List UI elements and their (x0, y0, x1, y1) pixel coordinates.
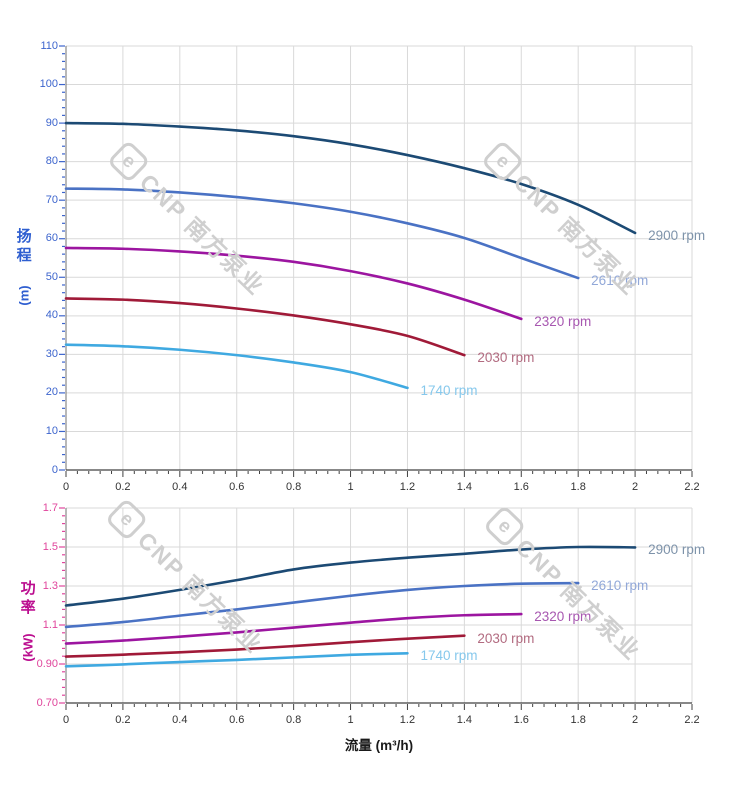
head-chart-label-2610-rpm: 2610 rpm (591, 273, 649, 289)
power-chart-x-tick-label: 0 (62, 714, 70, 726)
power-axis-title: 功率 (kW) (14, 580, 42, 661)
power-chart-curve-2900-rpm (64, 545, 637, 607)
head-chart-y-tick-label: 0 (51, 463, 58, 476)
power-chart-x-tick-label: 1.2 (399, 714, 416, 726)
head-chart-x-tick-label: 0.4 (172, 481, 188, 493)
head-chart-x-ticks (65, 471, 693, 477)
power-chart-x-tick-label: 1.6 (513, 714, 529, 726)
head-chart-y-tick-label: 60 (45, 232, 58, 245)
head-chart-curve-2320-rpm (64, 246, 523, 321)
power-chart-grid (66, 507, 693, 703)
head-chart-x-tick-label: 1.8 (570, 481, 586, 493)
power-chart-x-tick-label: 1.8 (570, 714, 586, 726)
power-chart (59, 507, 693, 710)
head-chart-x-tick-label: 1.2 (399, 481, 416, 493)
power-chart-curve-2610-rpm (64, 581, 580, 629)
head-chart-x-tick-label: 0.8 (285, 481, 302, 493)
head-chart-curve-2030-rpm (64, 297, 466, 357)
head-chart-x-tick-label: 2.2 (684, 481, 700, 493)
head-chart-y-tick-label: 10 (45, 424, 58, 437)
power-chart-y-tick-label: 1.7 (42, 501, 58, 514)
power-chart-label-2610-rpm: 2610 rpm (591, 578, 649, 594)
power-chart-curve-2030-rpm (64, 634, 466, 658)
head-chart-label-2900-rpm: 2900 rpm (648, 227, 706, 243)
power-chart-label-2900-rpm: 2900 rpm (648, 542, 706, 558)
power-chart-x-tick-label: 2 (632, 714, 639, 726)
head-chart-x-tick-label: 1 (347, 481, 354, 493)
flow-axis-title: 流量 (m³/h) (344, 738, 414, 753)
head-chart-y-tick-label: 30 (45, 347, 58, 360)
power-chart-curve-1740-rpm (64, 651, 409, 668)
head-chart-label-2030-rpm: 2030 rpm (477, 350, 535, 366)
head-chart-x-tick-label: 1.6 (513, 481, 529, 493)
power-chart-y-tick-label: 0.90 (36, 657, 58, 670)
head-axis-title-text: 扬程 (16, 228, 32, 264)
head-chart-grid (66, 45, 693, 470)
head-chart-label-2320-rpm: 2320 rpm (534, 313, 592, 329)
power-chart-y-tick-label: 1.1 (42, 618, 58, 631)
power-chart-curve-2320-rpm (64, 612, 523, 645)
head-chart-y-tick-label: 70 (45, 193, 58, 206)
power-chart-x-tick-label: 0.8 (285, 714, 302, 726)
head-chart-y-tick-label: 100 (39, 78, 58, 91)
head-chart-x-tick-label: 1.4 (456, 481, 472, 493)
head-chart-x-tick-label: 0.6 (229, 481, 245, 493)
head-chart-curve-2900-rpm (64, 121, 637, 235)
head-chart-x-tick-label: 2 (632, 481, 639, 493)
head-axis-title: 扬程 (m) (14, 228, 34, 306)
power-axis-unit: (kW) (20, 632, 36, 662)
head-chart-y-tick-label: 110 (40, 39, 58, 52)
head-chart-x-tick-label: 0 (62, 481, 70, 493)
power-chart-x-tick-label: 0.4 (172, 714, 188, 726)
head-chart-y-tick-label: 50 (45, 270, 58, 283)
power-chart-label-2030-rpm: 2030 rpm (477, 630, 535, 646)
power-chart-y-tick-label: 0.70 (36, 696, 58, 709)
head-chart-y-tick-label: 80 (45, 155, 58, 168)
power-chart-x-tick-label: 1 (347, 714, 354, 726)
head-chart-y-tick-label: 20 (45, 386, 58, 399)
power-chart-x-ticks (65, 704, 693, 710)
power-chart-x-tick-label: 0.2 (115, 714, 131, 726)
head-chart-y-tick-label: 90 (45, 116, 58, 129)
head-axis-unit: (m) (16, 284, 32, 306)
head-chart-y-ticks (59, 45, 65, 471)
power-axis-title-text: 功率 (20, 580, 36, 616)
power-chart-y-tick-label: 1.5 (42, 540, 58, 553)
power-chart-label-1740-rpm: 1740 rpm (420, 648, 478, 664)
power-chart-x-tick-label: 1.4 (456, 714, 472, 726)
head-chart-y-tick-label: 40 (45, 309, 58, 322)
head-chart-curve-2610-rpm (64, 187, 580, 280)
power-chart-x-tick-label: 2.2 (684, 714, 700, 726)
power-chart-label-2320-rpm: 2320 rpm (534, 609, 592, 625)
power-chart-y-tick-label: 1.3 (42, 579, 58, 592)
head-chart (59, 45, 693, 477)
head-chart-label-1740-rpm: 1740 rpm (420, 382, 478, 398)
head-chart-x-tick-label: 0.2 (115, 481, 131, 493)
power-chart-y-ticks (59, 507, 65, 704)
power-chart-x-tick-label: 0.6 (229, 714, 245, 726)
head-chart-curve-1740-rpm (64, 343, 409, 390)
